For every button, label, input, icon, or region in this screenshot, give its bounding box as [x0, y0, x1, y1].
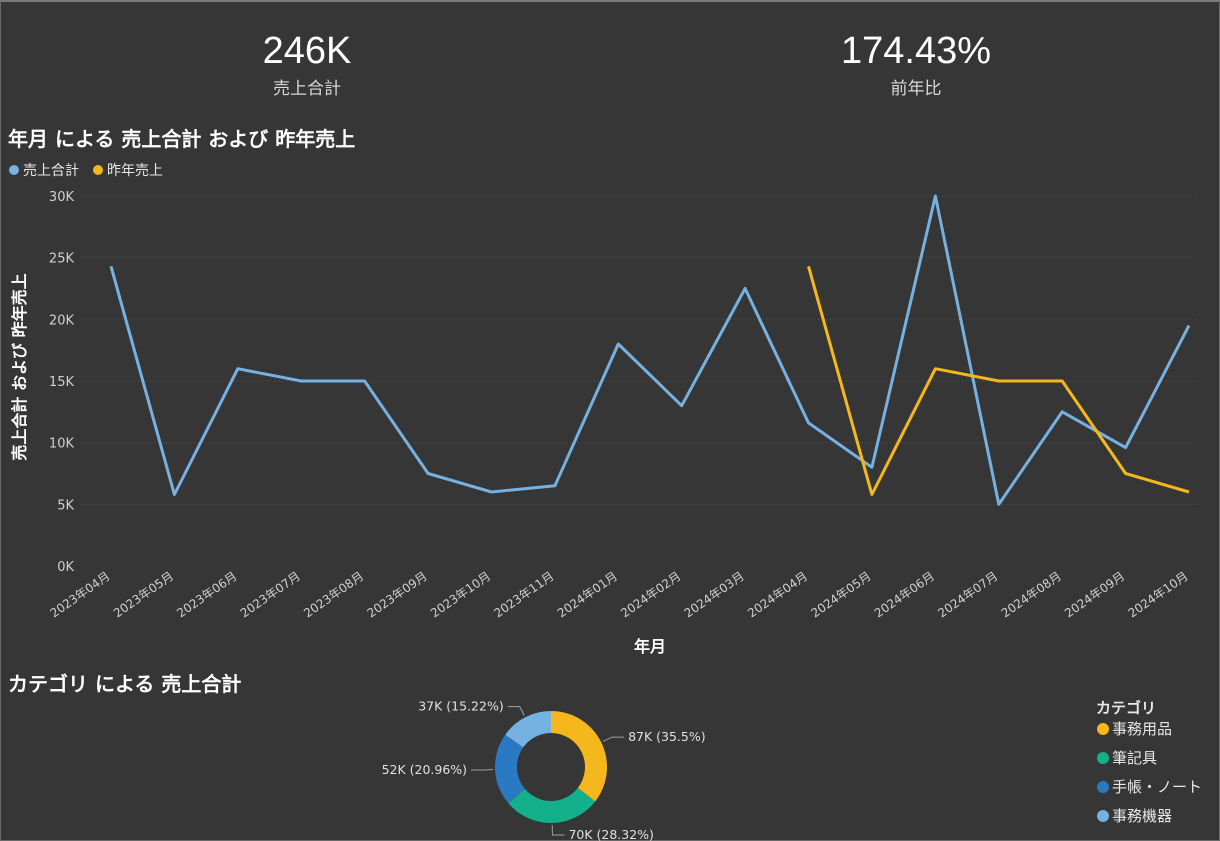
x-tick-label: 2024年03月 [682, 569, 747, 621]
x-tick-label: 2023年09月 [365, 569, 430, 621]
legend-item-label[interactable]: 手帳・ノート [1112, 778, 1202, 796]
x-tick-label: 2024年04月 [745, 569, 810, 621]
legend-dot-last-year [93, 165, 103, 175]
slice-data-label: 52K (20.96%) [382, 762, 468, 777]
x-tick-label: 2023年05月 [111, 569, 176, 621]
leader-line [602, 736, 625, 742]
x-tick-label: 2023年06月 [174, 569, 239, 621]
legend-title: カテゴリ [1096, 699, 1156, 717]
x-tick-label: 2024年09月 [1062, 569, 1127, 621]
donut-chart[interactable]: カテゴリ による 売上合計 87K (35.5%) 70K (28.32%) 52K… [0, 661, 1220, 841]
legend-dot [1097, 723, 1109, 735]
y-tick-label: 25K [49, 252, 75, 267]
slice-data-label: 37K (15.22%) [418, 699, 504, 714]
kpi-value: 246K [262, 30, 352, 72]
x-axis-title: 年月 [634, 637, 666, 656]
y-tick-label: 20K [49, 313, 75, 328]
x-tick-label: 2023年07月 [238, 569, 303, 621]
x-tick-label: 2023年08月 [301, 569, 366, 621]
legend-dot [1097, 810, 1109, 822]
leader-line [507, 706, 525, 716]
series-line-0[interactable] [109, 194, 1191, 506]
x-tick-label: 2024年10月 [1126, 569, 1191, 621]
y-tick-label: 0K [57, 560, 74, 575]
legend-item-label[interactable]: 筆記具 [1112, 749, 1157, 767]
y-tick-label: 5K [57, 498, 74, 513]
x-tick-label: 2024年08月 [999, 569, 1064, 621]
x-tick-label: 2023年10月 [428, 569, 493, 621]
slice-data-label: 87K (35.5%) [628, 729, 706, 744]
legend-item-label[interactable]: 事務用品 [1112, 720, 1172, 738]
line-chart[interactable]: 年月 による 売上合計 および 昨年売上 売上合計 昨年売上 0K 5K 10K 15… [0, 120, 1220, 780]
y-axis-ticks: 0K 5K 10K 15K 20K 25K 30K [49, 190, 75, 575]
donut-slices [494, 711, 607, 823]
legend-dot [1097, 781, 1109, 793]
grid [82, 195, 1195, 505]
legend-label-sales[interactable]: 売上合計 [23, 163, 79, 179]
x-tick-label: 2024年02月 [618, 569, 683, 621]
leader-line [551, 824, 565, 836]
x-tick-label: 2024年06月 [872, 569, 937, 621]
slice-data-label: 70K (28.32%) [568, 827, 654, 841]
x-tick-label: 2024年01月 [555, 569, 620, 621]
donut-slice[interactable] [551, 711, 607, 802]
x-tick-label: 2023年04月 [48, 569, 113, 621]
donut-slice[interactable] [494, 734, 526, 804]
y-tick-label: 30K [49, 190, 75, 205]
donut-slice-labels: 87K (35.5%) 70K (28.32%) 52K (20.96%) 37K (… [382, 699, 706, 841]
x-axis-ticks: 2023年04月2023年05月2023年06月2023年07月2023年08月… [48, 569, 1191, 621]
y-tick-label: 15K [49, 375, 75, 390]
kpi-label: 前年比 [890, 79, 942, 99]
legend-dot-sales [9, 165, 19, 175]
x-tick-label: 2024年05月 [808, 569, 873, 621]
y-tick-label: 10K [49, 437, 75, 452]
kpi-card-sales-total[interactable]: 246K 売上合計 [157, 30, 457, 99]
kpi-value: 174.43% [840, 30, 991, 72]
chart-title: 年月 による 売上合計 および 昨年売上 [8, 127, 355, 151]
donut-slice[interactable] [508, 787, 596, 823]
kpi-label: 売上合計 [273, 79, 341, 99]
donut-title: カテゴリ による 売上合計 [8, 672, 241, 696]
x-tick-label: 2023年11月 [491, 569, 556, 621]
kpi-card-yoy[interactable]: 174.43% 前年比 [766, 30, 1066, 99]
x-tick-label: 2024年07月 [935, 569, 1000, 621]
legend-item-label[interactable]: 事務機器 [1112, 807, 1172, 825]
legend-label-last-year[interactable]: 昨年売上 [107, 163, 163, 179]
donut-slice[interactable] [505, 711, 551, 748]
legend-dot [1097, 752, 1109, 764]
y-axis-title: 売上合計 および 昨年売上 [10, 273, 29, 460]
series-lines [109, 194, 1191, 506]
series-line-1[interactable] [807, 265, 1190, 496]
legend: 売上合計 昨年売上 [9, 163, 163, 179]
